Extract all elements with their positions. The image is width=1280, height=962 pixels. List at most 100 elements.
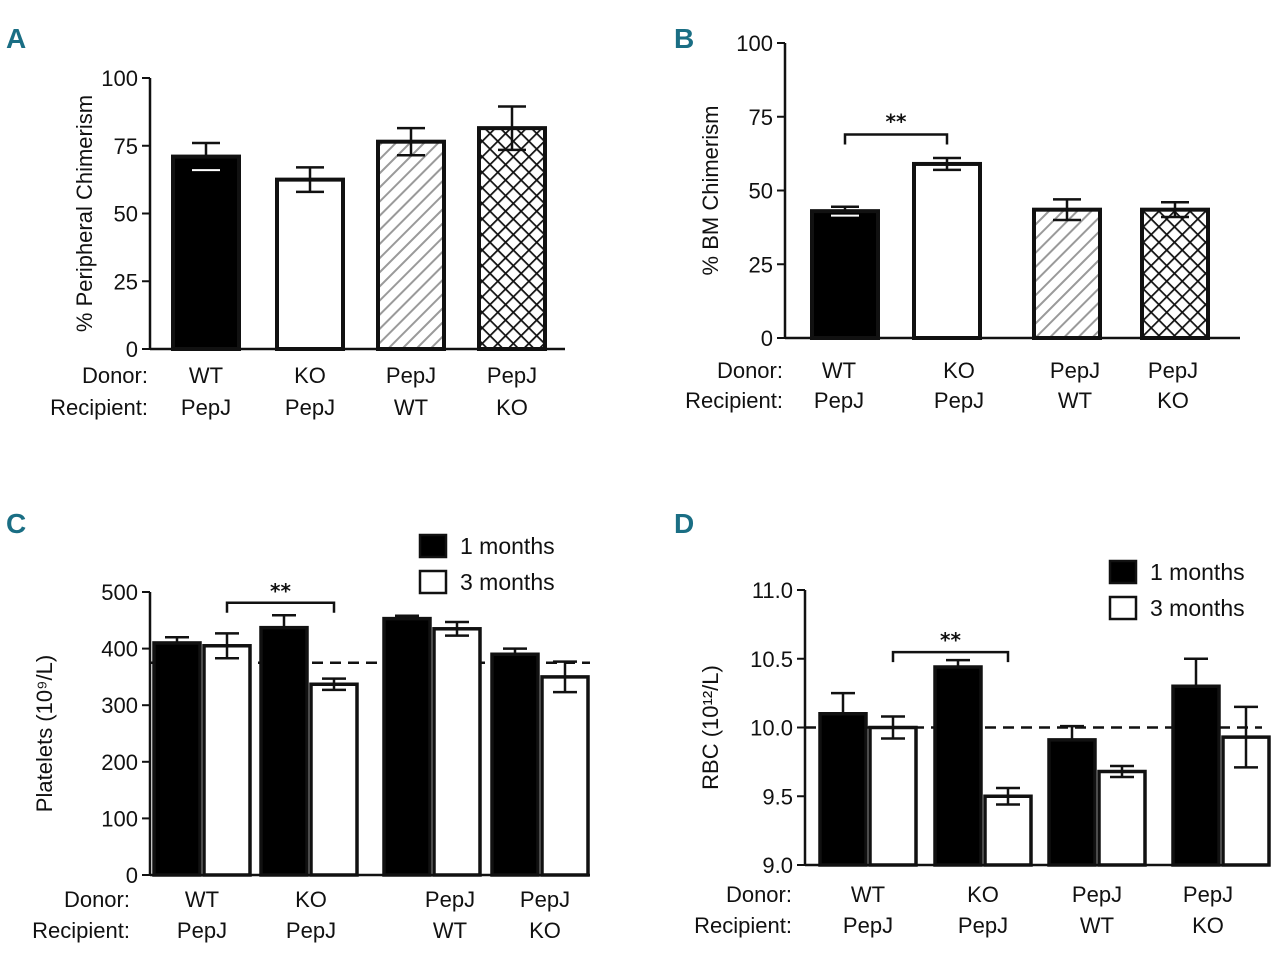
row-label-recipient: Recipient: bbox=[50, 395, 148, 420]
bar-c-1-months-2 bbox=[259, 625, 309, 877]
bar-a-4 bbox=[477, 126, 547, 351]
bar-b-4 bbox=[1140, 207, 1210, 340]
significance-label: ** bbox=[270, 579, 291, 603]
bar-d-3-months-1 bbox=[868, 725, 918, 867]
category-recipient: KO bbox=[496, 395, 528, 420]
row-label-recipient: Recipient: bbox=[32, 918, 130, 943]
category-recipient: KO bbox=[529, 918, 561, 943]
y-tick-label: 0 bbox=[761, 326, 773, 351]
category-recipient: PepJ bbox=[181, 395, 231, 420]
category-recipient: WT bbox=[1080, 913, 1114, 938]
category-recipient: WT bbox=[1058, 388, 1092, 413]
row-label-donor: Donor: bbox=[717, 358, 783, 383]
bar-a-1 bbox=[171, 154, 241, 351]
bar-d-3-months-4 bbox=[1221, 735, 1271, 867]
y-tick-label: 0 bbox=[126, 337, 138, 362]
y-tick-label: 75 bbox=[749, 105, 773, 130]
y-tick-label: 200 bbox=[101, 750, 138, 775]
bar-b-2 bbox=[912, 161, 982, 340]
y-axis-label: RBC (10¹²/L) bbox=[698, 665, 723, 790]
y-tick-label: 400 bbox=[101, 637, 138, 662]
bar-b-1 bbox=[810, 209, 880, 340]
category-recipient: PepJ bbox=[958, 913, 1008, 938]
legend-swatch-2 bbox=[418, 569, 448, 595]
y-axis-label: % BM Chimerism bbox=[698, 106, 723, 276]
y-tick-label: 10.0 bbox=[750, 716, 793, 741]
bar-d-1-months-1 bbox=[818, 712, 868, 867]
y-tick-label: 9.5 bbox=[762, 784, 793, 809]
bar-c-3-months-4 bbox=[540, 675, 590, 877]
category-donor: WT bbox=[189, 363, 223, 388]
y-tick-label: 25 bbox=[749, 252, 773, 277]
bar-d-1-months-2 bbox=[933, 665, 983, 867]
category-recipient: KO bbox=[1192, 913, 1224, 938]
category-recipient: KO bbox=[1157, 388, 1189, 413]
legend-swatch-2 bbox=[1108, 595, 1138, 621]
legend-swatch-1 bbox=[418, 533, 448, 559]
significance-bracket bbox=[891, 650, 1010, 663]
category-recipient: PepJ bbox=[934, 388, 984, 413]
y-axis-label: Platelets (10⁹/L) bbox=[32, 655, 57, 812]
category-donor: PepJ bbox=[386, 363, 436, 388]
bar-c-1-months-4 bbox=[490, 652, 540, 877]
bar-c-3-months-3 bbox=[432, 627, 482, 877]
bar-a-3 bbox=[376, 139, 446, 351]
category-donor: WT bbox=[851, 882, 885, 907]
bar-c-1-months-3 bbox=[382, 616, 432, 877]
y-tick-label: 50 bbox=[749, 179, 773, 204]
category-donor: PepJ bbox=[1050, 358, 1100, 383]
category-donor: PepJ bbox=[425, 887, 475, 912]
category-donor: WT bbox=[822, 358, 856, 383]
category-donor: PepJ bbox=[487, 363, 537, 388]
row-label-recipient: Recipient: bbox=[685, 388, 783, 413]
bar-d-3-months-2 bbox=[983, 794, 1033, 867]
y-tick-label: 9.0 bbox=[762, 853, 793, 878]
legend-label-1: 1 months bbox=[1150, 559, 1245, 585]
y-tick-label: 25 bbox=[114, 269, 138, 294]
legend-swatch-1 bbox=[1108, 559, 1138, 585]
significance-bracket bbox=[843, 133, 949, 145]
category-recipient: WT bbox=[433, 918, 467, 943]
category-donor: PepJ bbox=[1072, 882, 1122, 907]
category-donor: KO bbox=[943, 358, 975, 383]
category-recipient: PepJ bbox=[843, 913, 893, 938]
category-donor: PepJ bbox=[520, 887, 570, 912]
y-tick-label: 0 bbox=[126, 863, 138, 888]
category-recipient: PepJ bbox=[177, 918, 227, 943]
y-tick-label: 100 bbox=[101, 806, 138, 831]
row-label-recipient: Recipient: bbox=[694, 913, 792, 938]
category-donor: PepJ bbox=[1183, 882, 1233, 907]
bar-d-1-months-4 bbox=[1171, 684, 1221, 867]
category-donor: PepJ bbox=[1148, 358, 1198, 383]
panel-letter-b: B bbox=[674, 23, 694, 54]
y-tick-label: 500 bbox=[101, 580, 138, 605]
row-label-donor: Donor: bbox=[82, 363, 148, 388]
bar-c-1-months-1 bbox=[152, 641, 202, 877]
legend-label-2: 3 months bbox=[460, 569, 555, 595]
bar-c-3-months-1 bbox=[202, 644, 252, 877]
panel-letter-a: A bbox=[6, 23, 26, 54]
y-tick-label: 75 bbox=[114, 134, 138, 159]
significance-label: ** bbox=[886, 109, 907, 133]
y-tick-label: 11.0 bbox=[752, 578, 793, 603]
significance-bracket bbox=[225, 601, 336, 613]
category-recipient: PepJ bbox=[286, 918, 336, 943]
row-label-donor: Donor: bbox=[726, 882, 792, 907]
y-tick-label: 100 bbox=[736, 31, 773, 56]
row-label-donor: Donor: bbox=[64, 887, 130, 912]
panel-letter-c: C bbox=[6, 508, 26, 539]
category-donor: WT bbox=[185, 887, 219, 912]
category-recipient: PepJ bbox=[814, 388, 864, 413]
panel-letter-d: D bbox=[674, 508, 694, 539]
significance-label: ** bbox=[940, 628, 961, 652]
y-tick-label: 10.5 bbox=[750, 647, 793, 672]
bar-c-3-months-2 bbox=[309, 682, 359, 877]
legend-label-1: 1 months bbox=[460, 533, 555, 559]
legend-label-2: 3 months bbox=[1150, 595, 1245, 621]
bar-d-1-months-3 bbox=[1047, 738, 1097, 867]
y-tick-label: 50 bbox=[114, 202, 138, 227]
category-recipient: WT bbox=[394, 395, 428, 420]
y-axis-label: % Peripheral Chimerism bbox=[72, 95, 97, 332]
category-recipient: PepJ bbox=[285, 395, 335, 420]
